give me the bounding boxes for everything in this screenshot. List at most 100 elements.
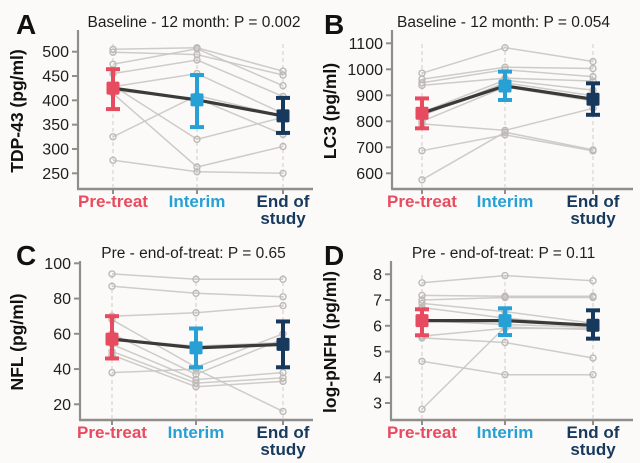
subject-point — [418, 176, 426, 184]
y-tick-label: 5 — [373, 344, 382, 361]
panel-letter: C — [16, 240, 36, 271]
subject-line — [112, 59, 284, 98]
y-tick-label: 6 — [373, 318, 382, 335]
y-tick-label: 7 — [373, 293, 382, 310]
subject-point — [279, 81, 287, 90]
mean-marker — [276, 109, 290, 123]
subject-line — [112, 48, 284, 87]
subject-line — [421, 294, 593, 297]
subject-point — [589, 64, 597, 73]
panel-letter: A — [16, 9, 36, 40]
y-tick-label: 40 — [53, 362, 71, 379]
subject-point — [193, 163, 201, 171]
subject-point — [501, 293, 509, 302]
y-tick-label: 600 — [356, 166, 383, 183]
subject-point — [279, 377, 287, 386]
y-tick-label: 300 — [42, 141, 69, 158]
subject-point — [279, 71, 287, 79]
subject-point — [279, 293, 287, 301]
subject-line — [111, 368, 284, 413]
panel-D: 3 4 5 6 7 8 Pre-treat Interim End of study D Pre - … — [320, 231, 640, 463]
subject-point — [109, 45, 117, 53]
x-category-label-interim: Interim — [169, 192, 226, 211]
subject-point — [192, 289, 200, 297]
subject-point — [501, 271, 509, 280]
subject-line — [112, 85, 284, 141]
subject-point — [192, 308, 200, 317]
subject-point — [589, 72, 597, 81]
x-category-label-pre-treat: Pre-treat — [78, 192, 148, 211]
subject-point — [589, 57, 597, 66]
y-axis-label: LC3 (pg/ml) — [320, 63, 340, 159]
x-category-label-pre-treat: Pre-treat — [387, 423, 457, 442]
subject-line — [111, 333, 284, 376]
subject-point — [589, 293, 597, 302]
x-category-label-pre-treat: Pre-treat — [387, 192, 457, 211]
subject-line — [111, 285, 284, 298]
subject-point — [192, 375, 200, 384]
y-tick-label: 450 — [42, 69, 69, 86]
y-tick-label: 8 — [373, 267, 382, 284]
subject-line — [421, 46, 594, 74]
subject-line — [421, 360, 593, 376]
mean-marker — [105, 332, 119, 346]
panel-B-chart: 600 700 800 900 1000 1100 Pre-treat Interim End … — [320, 9, 633, 228]
subject-point — [108, 282, 116, 290]
subject-point — [279, 275, 287, 283]
subject-point — [418, 405, 426, 413]
subject-point — [501, 370, 509, 379]
subject-point — [279, 67, 287, 75]
y-axis-label: log-pNFH (pg/ml) — [320, 271, 340, 413]
subject-line — [111, 273, 283, 280]
subject-line — [421, 274, 594, 284]
subject-point — [418, 279, 426, 287]
subject-line — [112, 92, 284, 168]
y-tick-label: 800 — [356, 114, 383, 131]
subject-point — [418, 79, 426, 87]
subject-point — [501, 338, 509, 347]
panel-D-chart: 3 4 5 6 7 8 Pre-treat Interim End of study D Pre - … — [320, 240, 633, 459]
y-axis-label: NFL (pg/ml) — [7, 294, 27, 391]
x-category-label-interim: Interim — [168, 423, 225, 442]
y-tick-label: 400 — [42, 93, 69, 110]
subject-point — [193, 135, 201, 144]
subject-point — [108, 270, 116, 278]
x-category-label-end-of-study: End of study — [567, 192, 620, 228]
panel-title: Pre - end-of-treat: P = 0.65 — [101, 245, 286, 262]
y-tick-label: 80 — [53, 291, 71, 308]
mean-marker — [498, 79, 512, 93]
x-category-label-pre-treat: Pre-treat — [77, 423, 147, 442]
subject-point — [192, 379, 200, 387]
subject-point — [418, 81, 426, 90]
mean-marker — [586, 318, 600, 332]
subject-point — [418, 146, 426, 155]
subject-point — [192, 275, 200, 283]
mean-marker — [498, 314, 512, 328]
y-tick-label: 900 — [356, 88, 383, 105]
subject-point — [589, 370, 597, 379]
subject-point — [589, 146, 597, 154]
subject-point — [501, 44, 509, 52]
subject-point — [109, 133, 117, 141]
y-tick-label: 20 — [53, 397, 71, 414]
y-tick-label: 3 — [373, 396, 382, 413]
panel-C: 20 40 60 80 100 Pre-treat Interim End of study C P… — [0, 231, 320, 463]
subject-line — [112, 47, 284, 72]
subject-line — [421, 296, 593, 301]
y-axis-label: TDP-43 (pg/ml) — [7, 49, 27, 172]
y-tick-label: 700 — [356, 140, 383, 157]
subject-point — [589, 277, 597, 285]
subject-line — [421, 337, 594, 359]
subject-line — [112, 51, 284, 76]
mean-marker — [106, 81, 120, 95]
subject-line — [421, 131, 594, 181]
subject-point — [279, 169, 287, 178]
y-tick-label: 250 — [42, 166, 69, 183]
mean-marker — [586, 92, 600, 106]
panel-letter: D — [324, 240, 344, 271]
subject-line — [421, 107, 594, 132]
subject-point — [193, 45, 201, 53]
x-category-label-end-of-study: End of study — [257, 423, 310, 459]
subject-line — [111, 304, 284, 317]
subject-point — [418, 296, 426, 304]
